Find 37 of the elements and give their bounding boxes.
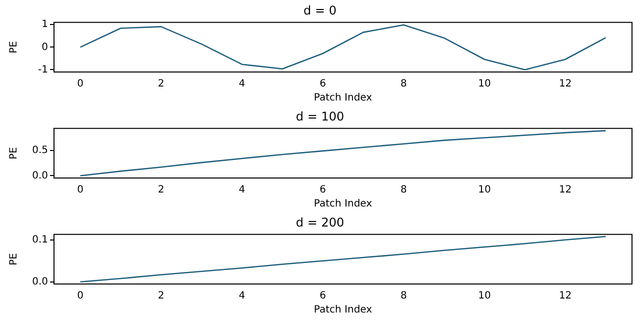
y-axis-title: PE — [8, 41, 20, 54]
chart-title: d = 100 — [296, 109, 344, 124]
x-tick-label: 4 — [238, 290, 246, 302]
x-tick-label: 0 — [77, 78, 84, 90]
y-tick-label: 1 — [42, 19, 48, 30]
x-tick-label: 8 — [400, 290, 407, 302]
x-tick-label: 10 — [478, 290, 491, 302]
x-tick-label: 4 — [238, 184, 246, 196]
x-tick-label: 6 — [320, 78, 326, 90]
chart-title: d = 200 — [296, 215, 344, 230]
y-tick-label: 0.0 — [32, 170, 48, 182]
x-axis-title: Patch Index — [314, 304, 372, 316]
y-tick-label: 0.0 — [32, 276, 48, 288]
y-tick-label: 0.5 — [32, 145, 48, 156]
y-tick-label: 0.1 — [32, 234, 48, 246]
y-axis-title: PE — [8, 253, 20, 266]
x-tick-label: 6 — [320, 184, 326, 196]
x-tick-label: 8 — [400, 78, 407, 90]
x-axis-title: Patch Index — [314, 92, 372, 104]
x-tick-label: 10 — [478, 78, 491, 90]
x-tick-label: 2 — [158, 78, 164, 90]
y-tick-label: 0 — [42, 42, 48, 53]
x-tick-label: 0 — [77, 184, 84, 196]
x-tick-label: 8 — [400, 184, 407, 196]
x-tick-label: 2 — [158, 184, 164, 196]
y-tick-label: -1 — [38, 64, 48, 76]
x-tick-label: 12 — [558, 184, 572, 196]
y-axis-title: PE — [8, 147, 20, 160]
chart-title: d = 0 — [304, 3, 336, 18]
x-tick-label: 2 — [158, 290, 164, 302]
x-axis-title: Patch Index — [314, 198, 372, 210]
x-tick-label: 4 — [238, 78, 246, 90]
x-tick-label: 0 — [77, 290, 84, 302]
x-tick-label: 10 — [478, 184, 491, 196]
x-tick-label: 6 — [320, 290, 326, 302]
x-tick-label: 12 — [558, 290, 572, 302]
x-tick-label: 12 — [558, 78, 572, 90]
